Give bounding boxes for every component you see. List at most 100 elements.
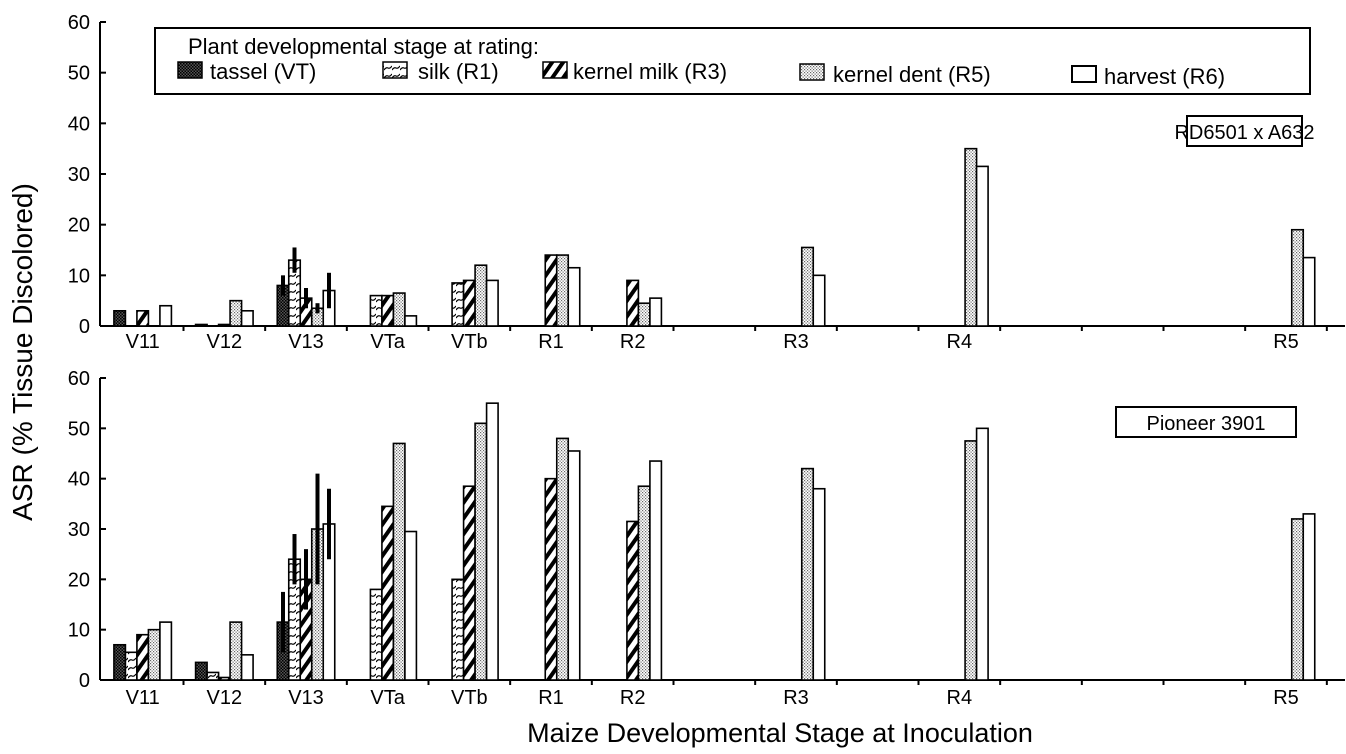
legend-label-kernel-dent: kernel dent (R5) — [833, 62, 991, 87]
bar-kernel-milk — [462, 485, 476, 681]
x-tick-label: R2 — [620, 331, 646, 353]
y-tick-label: 50 — [68, 63, 90, 85]
bar-tassel — [194, 323, 208, 327]
bar-kernel-dent — [555, 437, 570, 681]
bar-harvest — [567, 450, 581, 681]
legend-label-kernel-milk: kernel milk (R3) — [573, 59, 727, 84]
bar-harvest — [404, 315, 418, 327]
bar-kernel-dent — [229, 299, 243, 327]
y-tick-label: 20 — [68, 215, 90, 237]
bar-kernel-dent — [1290, 228, 1305, 327]
y-tick-label: 10 — [68, 620, 90, 642]
bar-tassel — [194, 661, 208, 681]
panel-top: 0 10 20 30 40 50 60 V11 V12 V13 VTa VTb R1 R2 R3 R4 R5 RD… — [68, 12, 1345, 353]
bar-kernel-milk — [544, 477, 558, 681]
bar-harvest — [240, 654, 254, 681]
bar-harvest — [975, 165, 989, 327]
bar-kernel-milk — [462, 279, 476, 327]
bar-kernel-milk — [544, 254, 558, 327]
bar-harvest — [1302, 256, 1316, 327]
y-tick-label: 60 — [68, 12, 90, 34]
bar-silk — [124, 651, 138, 681]
legend: Plant developmental stage at rating: tas… — [154, 27, 1311, 95]
x-tick-label: V13 — [288, 687, 324, 709]
bar-kernel-dent — [474, 422, 488, 681]
legend-swatch-tassel — [177, 61, 203, 79]
bar-kernel-milk — [217, 323, 231, 327]
x-tick-label: VTb — [451, 687, 488, 709]
bar-kernel-dent — [637, 485, 651, 681]
x-tick-label: V12 — [207, 687, 243, 709]
legend-item-silk: silk (R1) — [382, 59, 499, 84]
x-tick-label: R1 — [538, 331, 564, 353]
bar-kernel-dent — [229, 621, 243, 681]
bar-kernel-milk — [626, 520, 640, 681]
x-tick-label: R1 — [538, 687, 564, 709]
x-tick-label: R4 — [947, 331, 973, 353]
legend-label-harvest: harvest (R6) — [1104, 64, 1225, 89]
legend-item-kernel-dent: kernel dent (R5) — [799, 62, 991, 87]
legend-swatch-harvest — [1071, 65, 1097, 83]
bar-silk — [369, 588, 383, 681]
bar-harvest — [240, 309, 254, 327]
bar-kernel-dent — [800, 246, 815, 327]
bar-kernel-dent — [392, 442, 406, 681]
y-tick-label: 60 — [68, 368, 90, 390]
x-tick-label: R2 — [620, 687, 646, 709]
bar-kernel-dent — [474, 264, 488, 327]
x-tick-label: R3 — [783, 687, 809, 709]
panel-bottom: 0 10 20 30 40 50 60 V11 V12 V13 VTa VTb R1 R2 R3 R4 R5 Pi… — [68, 368, 1345, 709]
y-axis-label: ASR (% Tissue Discolored) — [7, 183, 38, 521]
x-tick-label: VTa — [370, 331, 405, 353]
bar-silk — [206, 671, 220, 681]
bar-kernel-milk — [626, 279, 640, 327]
bar-kernel-milk — [136, 633, 150, 681]
panel-title: Pioneer 3901 — [1147, 413, 1266, 435]
bar-kernel-milk — [381, 294, 395, 327]
bar-kernel-dent — [964, 440, 978, 681]
x-tick-label: R3 — [783, 331, 809, 353]
legend-title: Plant developmental stage at rating: — [188, 34, 539, 59]
x-tick-label: R5 — [1273, 687, 1299, 709]
x-tick-label: V13 — [288, 331, 324, 353]
y-tick-label: 30 — [68, 519, 90, 541]
bar-tassel — [113, 643, 127, 681]
bar-silk — [451, 282, 465, 327]
bar-harvest — [649, 297, 663, 327]
legend-swatch-kernel-milk — [542, 61, 568, 79]
y-tick-label: 40 — [68, 469, 90, 491]
bar-harvest — [404, 530, 418, 681]
bar-tassel — [113, 309, 127, 327]
legend-item-kernel-milk: kernel milk (R3) — [542, 59, 727, 84]
y-tick-label: 40 — [68, 113, 90, 135]
bar-harvest — [485, 279, 499, 327]
y-tick-label: 30 — [68, 164, 90, 186]
y-tick-label: 0 — [79, 316, 90, 338]
legend-item-harvest: harvest (R6) — [1071, 64, 1225, 89]
bar-harvest — [485, 402, 499, 681]
y-tick-label: 10 — [68, 265, 90, 287]
x-tick-label: R5 — [1273, 331, 1299, 353]
legend-swatch-kernel-dent — [799, 63, 825, 81]
bar-harvest — [812, 274, 826, 327]
y-tick-label: 0 — [79, 670, 90, 692]
y-tick-label: 20 — [68, 569, 90, 591]
bar-harvest — [159, 621, 173, 681]
bar-kernel-milk — [217, 676, 231, 681]
x-tick-label: V11 — [126, 331, 160, 353]
bar-kernel-dent — [147, 628, 161, 681]
bar-harvest — [649, 460, 663, 681]
bar-harvest — [812, 487, 826, 681]
panel-title: RD6501 x A632 — [1174, 122, 1314, 144]
bar-harvest — [159, 304, 173, 327]
x-axis-label: Maize Developmental Stage at Inoculation — [527, 718, 1033, 748]
legend-label-tassel: tassel (VT) — [210, 59, 316, 84]
x-tick-label: V12 — [207, 331, 243, 353]
y-tick-label: 50 — [68, 418, 90, 440]
panel-title-frame — [1186, 115, 1303, 147]
x-tick-label: R4 — [947, 687, 973, 709]
bar-kernel-milk — [381, 505, 395, 681]
x-tick-label: V11 — [126, 687, 160, 709]
bar-kernel-milk — [136, 309, 150, 327]
x-tick-label: VTa — [370, 687, 405, 709]
